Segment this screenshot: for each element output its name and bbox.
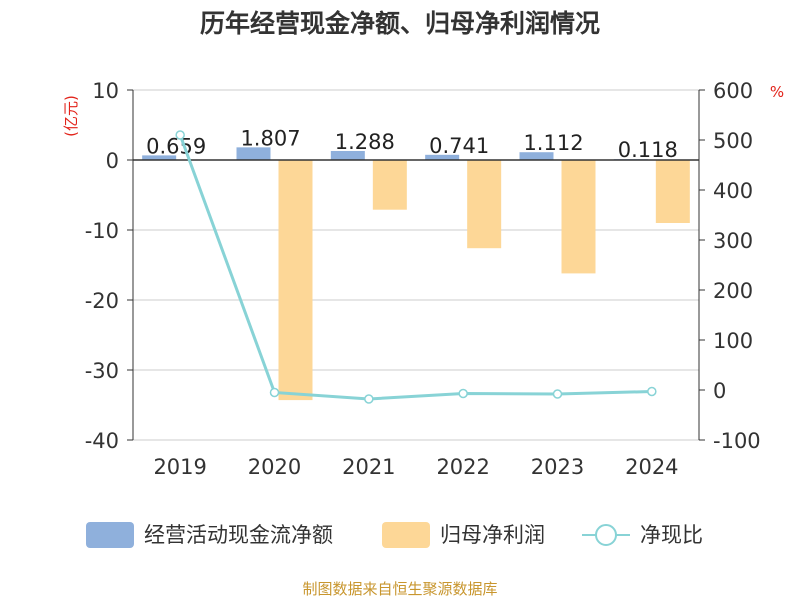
cashflow-data-label: 1.112: [523, 131, 583, 155]
cashflow-data-label: 1.288: [335, 130, 395, 154]
cashflow-bar: [425, 154, 460, 160]
profit-bars: [278, 160, 690, 401]
left-tick-label: -40: [85, 429, 119, 453]
cash-ratio-point: [647, 386, 657, 397]
cashflow-data-label: 0.118: [618, 138, 678, 162]
legend: 经营活动现金流净额 归母净利润 净现比: [86, 522, 703, 548]
x-tick-label: 2024: [625, 455, 678, 479]
source-note: 制图数据来自恒生聚源数据库: [302, 580, 497, 598]
legend-swatch-profit: [382, 522, 430, 548]
cash-ratio-point: [364, 394, 374, 404]
x-tick-label: 2020: [248, 455, 301, 479]
left-tick-label: -10: [85, 219, 119, 243]
legend-label-profit: 归母净利润: [440, 523, 545, 547]
cashflow-data-label: 0.741: [429, 134, 489, 158]
cash-ratio-point: [269, 387, 280, 398]
left-axis-unit: (亿元): [62, 95, 80, 137]
cashflow-bar: [519, 152, 554, 160]
cashflow-bar: [330, 150, 365, 160]
right-axis-unit: %: [770, 83, 784, 101]
x-tick-label: 2021: [342, 455, 395, 479]
left-axis-ticks: 10 0 -10 -20 -30 -40: [85, 79, 133, 453]
right-tick-label: 200: [713, 279, 753, 303]
right-tick-label: 400: [713, 179, 753, 203]
cash-ratio-point: [458, 388, 468, 399]
profit-bar: [278, 160, 313, 401]
cashflow-data-label: 0.659: [146, 134, 206, 158]
x-axis-ticks: 2019 2020 2021 2022 2023 2024: [153, 455, 678, 479]
cashflow-data-label: 1.807: [240, 126, 300, 150]
right-tick-label: 600: [713, 79, 753, 103]
right-tick-label: -100: [713, 429, 761, 453]
left-tick-label: 0: [106, 149, 119, 173]
right-tick-label: 500: [713, 129, 753, 153]
cash-ratio-point: [175, 130, 185, 140]
x-tick-label: 2023: [531, 455, 584, 479]
left-tick-label: -20: [85, 289, 119, 313]
profit-bar: [467, 160, 502, 249]
cashflow-bar: [236, 147, 271, 160]
axes: [132, 90, 700, 440]
right-tick-label: 100: [713, 329, 753, 353]
x-tick-label: 2022: [436, 455, 489, 479]
legend-swatch-cashflow: [86, 522, 134, 548]
profit-bar: [655, 160, 690, 223]
left-tick-label: 10: [92, 79, 119, 103]
legend-swatch-ratio-marker: [595, 524, 617, 546]
x-tick-label: 2019: [153, 455, 206, 479]
left-tick-label: -30: [85, 359, 119, 383]
right-tick-label: 300: [713, 229, 753, 253]
legend-label-cashflow: 经营活动现金流净额: [144, 523, 333, 547]
right-tick-label: 0: [713, 379, 726, 403]
cash-ratio-line: [175, 130, 657, 404]
cashflow-bar: [142, 155, 177, 160]
cash-ratio-point: [552, 389, 563, 399]
cashflow-data-labels: 0.659 1.807 1.288 0.741 1.112 0.118: [146, 126, 678, 162]
legend-label-ratio: 净现比: [640, 523, 703, 547]
right-axis-ticks: 600 500 400 300 200 100 0 -100: [699, 79, 761, 453]
cash-ratio-path: [178, 134, 652, 401]
gridlines: [133, 89, 699, 441]
chart-title: 历年经营现金净额、归母净利润情况: [200, 9, 600, 38]
profit-bar: [561, 160, 596, 274]
profit-bar: [372, 160, 407, 210]
